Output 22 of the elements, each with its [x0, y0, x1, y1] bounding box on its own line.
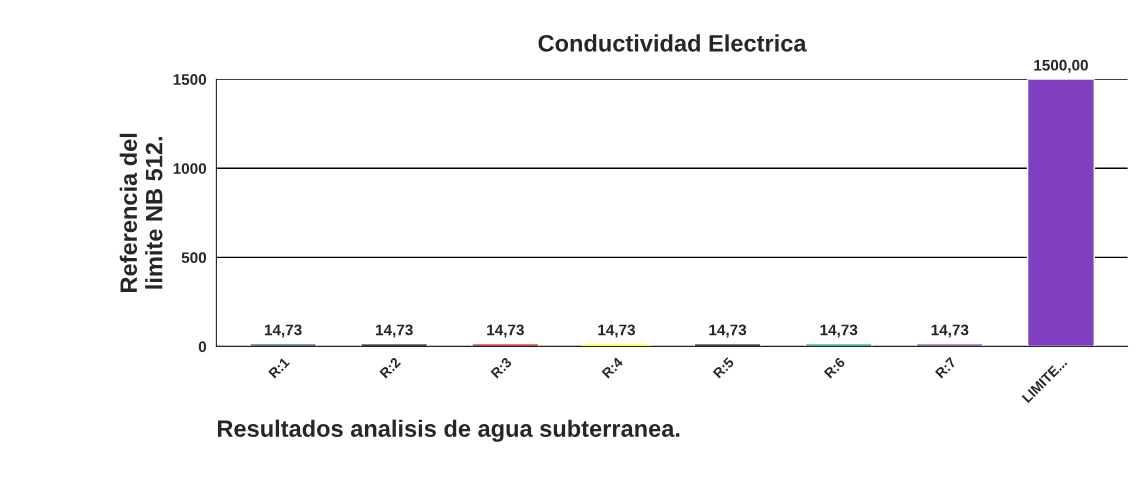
x-tick-label: R:3 [490, 356, 513, 379]
y-tick-label: 500 [181, 252, 207, 264]
data-label: 14,73 [376, 324, 413, 338]
x-tick-label: R:4 [601, 356, 624, 379]
data-label: 14,73 [709, 324, 747, 338]
x-tick-label: R:6 [823, 356, 846, 379]
x-axis-title: Resultados analisis de agua subterranea. [217, 419, 680, 442]
x-tick-label: R:2 [379, 356, 401, 379]
y-tick-label: 0 [198, 341, 207, 353]
data-label: 14,73 [598, 324, 636, 338]
y-tick-label: 1500 [173, 74, 207, 85]
data-label: 14,73 [820, 324, 858, 338]
y-axis-title: Referencia del limite NB 512. [119, 133, 163, 292]
data-label: 14,73 [264, 324, 302, 338]
data-label: 14,73 [931, 324, 969, 338]
x-tick-label: R:1 [268, 356, 290, 379]
data-label: 1500,00 [1034, 59, 1088, 73]
x-tick-label: R:7 [935, 357, 957, 379]
data-label: 14,73 [487, 324, 524, 338]
chart-title: Conductividad Electrica [538, 34, 807, 52]
y-tick-label: 1000 [173, 163, 207, 174]
x-tick-label: R:5 [712, 356, 735, 379]
